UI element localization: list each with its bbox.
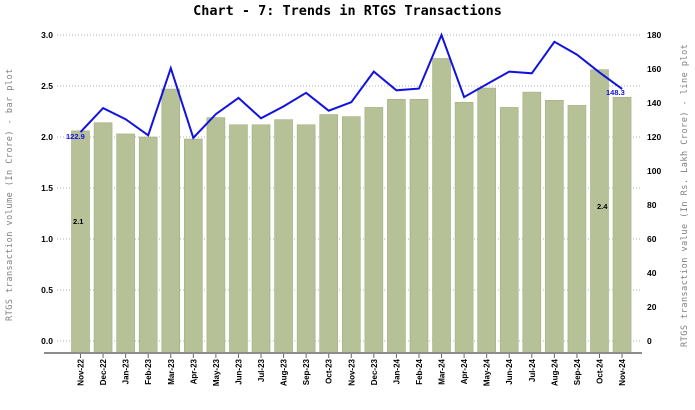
left-axis-tick-label: 0.5 <box>41 285 53 295</box>
x-axis-label-Aug-24: Aug-24 <box>550 358 559 386</box>
bar-Dec-22 <box>93 122 113 354</box>
bar-Sep-24 <box>567 105 587 354</box>
x-axis-label-Jan-24: Jan-24 <box>392 358 401 384</box>
bar-Mar-23 <box>161 88 181 354</box>
bar-Jan-24 <box>387 98 406 354</box>
left-axis-tick-label: 2.0 <box>41 132 53 142</box>
bar-Jul-23 <box>251 124 271 354</box>
bar-May-24 <box>477 87 496 354</box>
x-axis-label-Nov-23: Nov-23 <box>347 358 356 385</box>
right-axis-tick-label: 0 <box>647 336 652 346</box>
x-axis-label-Jun-24: Jun-24 <box>505 358 514 384</box>
x-axis-label-Feb-24: Feb-24 <box>415 358 424 384</box>
right-axis-tick-label: 160 <box>647 64 661 74</box>
x-axis-label-Jan-23: Jan-23 <box>122 358 131 384</box>
x-axis-label-Oct-24: Oct-24 <box>595 358 604 383</box>
x-axis-label-Mar-24: Mar-24 <box>438 358 447 384</box>
left-axis-tick-label: 1.5 <box>41 183 53 193</box>
bar-Apr-24 <box>454 102 474 354</box>
bar-Dec-23 <box>364 107 384 354</box>
bar-Jun-24 <box>499 107 519 354</box>
x-axis-label-Aug-23: Aug-23 <box>280 358 289 386</box>
x-axis-label-Nov-22: Nov-22 <box>77 358 86 385</box>
bar-Mar-24 <box>432 58 451 354</box>
bar-Feb-24 <box>409 98 429 354</box>
annotation-line-Nov-22: 122.9 <box>66 132 85 141</box>
x-axis-label-Nov-24: Nov-24 <box>618 358 627 385</box>
annotation-line-Nov-24: 148.3 <box>606 88 625 97</box>
bar-Aug-24 <box>545 99 564 354</box>
right-axis-tick-label: 100 <box>647 166 661 176</box>
bar-May-23 <box>206 117 226 354</box>
x-axis-label-Dec-22: Dec-22 <box>99 358 108 385</box>
right-axis-tick-label: 140 <box>647 98 661 108</box>
annotation-bar-Nov-22: 2.1 <box>73 217 83 226</box>
x-axis-label-Jul-24: Jul-24 <box>528 358 537 382</box>
bar-Apr-23 <box>184 138 203 354</box>
left-axis-tick-label: 1.0 <box>41 234 53 244</box>
x-axis-label-Oct-23: Oct-23 <box>325 358 334 383</box>
x-axis-label-Mar-23: Mar-23 <box>167 358 176 384</box>
x-axis-label-Apr-24: Apr-24 <box>460 358 469 384</box>
right-axis-tick-label: 60 <box>647 234 657 244</box>
bar-Sep-23 <box>296 124 316 354</box>
bar-Nov-24 <box>612 96 632 354</box>
line-series <box>79 32 623 140</box>
x-axis-label-Sep-24: Sep-24 <box>573 358 582 385</box>
x-axis-label-May-23: May-23 <box>212 358 221 386</box>
bar-Jun-23 <box>229 124 248 354</box>
x-axis-label-Feb-23: Feb-23 <box>144 358 153 384</box>
right-axis-tick-label: 20 <box>647 302 657 312</box>
x-axis-label-May-24: May-24 <box>483 358 492 386</box>
x-axis-label-Sep-23: Sep-23 <box>302 358 311 385</box>
bar-Jul-24 <box>522 91 542 354</box>
right-axis-tick-label: 180 <box>647 30 661 40</box>
x-axis-label-Apr-23: Apr-23 <box>189 358 198 384</box>
bar-Nov-22 <box>71 130 90 354</box>
right-axis-tick-label: 120 <box>647 132 661 142</box>
right-axis-tick-label: 80 <box>647 200 657 210</box>
bar-Jan-23 <box>116 133 135 354</box>
left-axis-tick-label: 2.5 <box>41 81 53 91</box>
annotation-bar-Nov-24: 2.4 <box>597 202 608 211</box>
x-axis-label-Dec-23: Dec-23 <box>370 358 379 385</box>
chart-title: Chart - 7: Trends in RTGS Transactions <box>193 3 502 19</box>
bar-Oct-23 <box>319 114 339 354</box>
left-axis-tick-label: 3.0 <box>41 30 53 40</box>
bar-Aug-23 <box>274 119 293 354</box>
x-axis-label-Jun-23: Jun-23 <box>234 358 243 384</box>
x-axis-label-Jul-23: Jul-23 <box>257 358 266 382</box>
bar-Nov-23 <box>341 116 361 354</box>
bar-Oct-24 <box>590 69 609 354</box>
right-axis-tick-label: 40 <box>647 268 657 278</box>
bar-Feb-23 <box>138 136 158 354</box>
left-axis-tick-label: 0.0 <box>41 336 53 346</box>
